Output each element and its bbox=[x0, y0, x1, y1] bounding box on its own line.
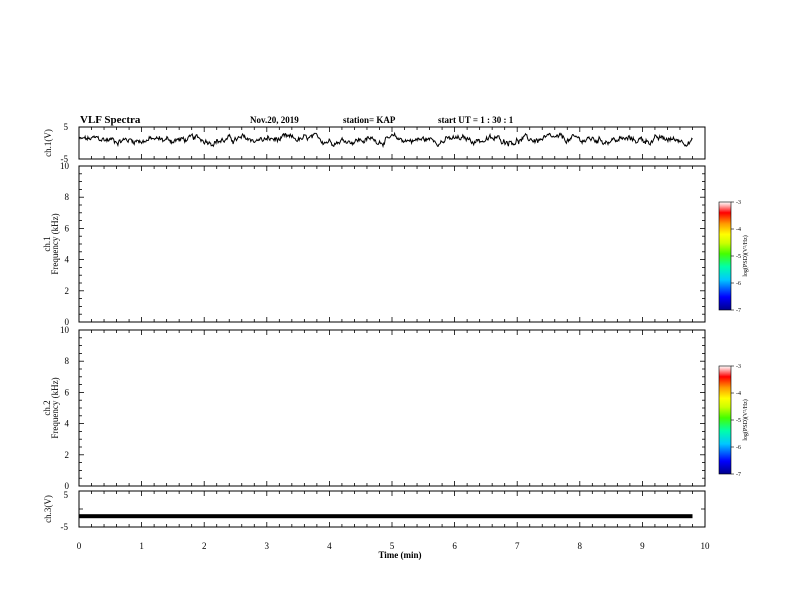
ch1-spectrogram-background bbox=[79, 166, 705, 322]
header-station: station= KAP bbox=[343, 115, 396, 125]
ch1-waveform-panel: 5 -5 ch.1(V) bbox=[43, 122, 706, 164]
header-date: Nov.20, 2019 bbox=[250, 115, 299, 125]
ch1-waveform-line bbox=[78, 131, 693, 149]
ch1-waveform-ylabel: ch.1(V) bbox=[43, 129, 53, 157]
ch1-ytick-top: 5 bbox=[64, 122, 69, 132]
ch1-waveform-ticks bbox=[78, 127, 706, 159]
figure-title: VLF Spectra bbox=[80, 114, 141, 126]
ch1-ytick-bottom: -5 bbox=[61, 154, 69, 164]
header-start-ut: start UT = 1 : 30 : 1 bbox=[438, 115, 514, 125]
